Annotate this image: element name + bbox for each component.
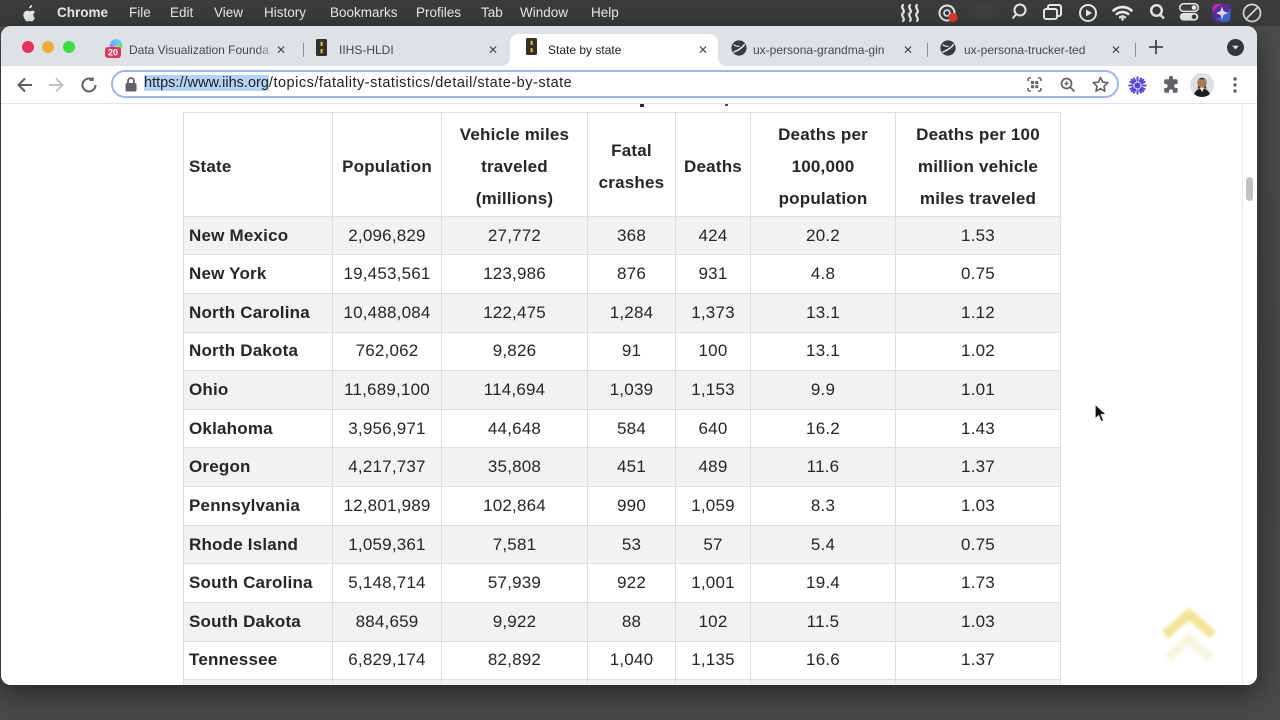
svg-text:20: 20 <box>108 48 118 58</box>
